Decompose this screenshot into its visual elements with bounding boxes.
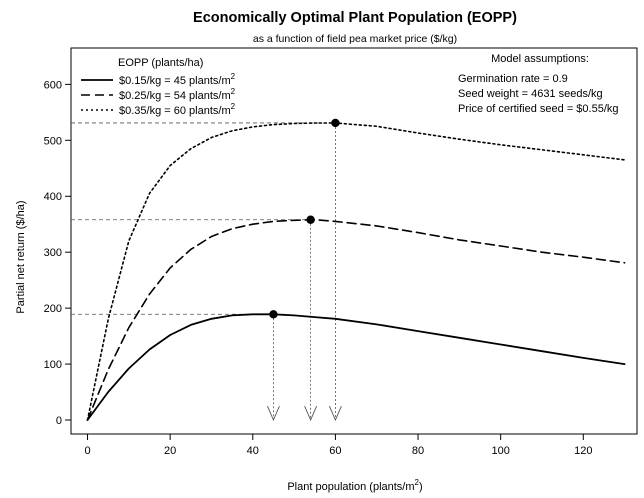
x-axis-title-sup: 2	[415, 478, 420, 487]
x-tick-label: 0	[84, 445, 90, 457]
x-tick-label: 60	[329, 445, 341, 457]
legend-label: $0.25/kg = 54 plants/m2	[119, 87, 236, 102]
y-tick-label: 100	[44, 359, 62, 371]
optimum-points	[269, 118, 340, 319]
assumption-line: Price of certified seed = $0.55/kg	[458, 103, 619, 115]
legend-label-text: $0.25/kg = 54 plants/m	[119, 90, 231, 102]
x-axis-title: Plant population (plants/m2)	[287, 478, 422, 493]
chart-subtitle: as a function of field pea market price …	[253, 33, 457, 45]
y-tick-label: 600	[44, 79, 62, 91]
legend-title: EOPP (plants/ha)	[118, 57, 203, 69]
x-tick-label: 40	[247, 445, 259, 457]
optimum-point	[331, 118, 340, 128]
assumptions-title: Model assumptions:	[491, 53, 589, 65]
y-axis: 0 100 200 300 400 500 600	[44, 79, 71, 427]
legend-label-sup: 2	[231, 102, 236, 111]
y-tick-label: 200	[44, 303, 62, 315]
x-tick-label: 100	[491, 445, 509, 457]
x-axis-title-close: )	[419, 481, 423, 493]
optimum-arrowhead	[328, 405, 342, 422]
y-tick-label: 500	[44, 135, 62, 147]
legend-label-sup: 2	[231, 72, 236, 81]
x-axis-title-text: Plant population (plants/m	[287, 481, 414, 493]
optimum-point	[269, 310, 278, 319]
model-assumptions: Model assumptions: Germination rate = 0.9…	[458, 53, 619, 115]
series-line-dashed	[86, 218, 626, 421]
legend-label-sup: 2	[231, 87, 236, 96]
legend-label-text: $0.15/kg = 45 plants/m	[119, 75, 231, 87]
plot-frame	[70, 47, 638, 435]
legend-label-text: $0.35/kg = 60 plants/m	[119, 105, 231, 117]
optimum-arrowhead	[267, 405, 280, 422]
x-tick-label: 80	[412, 445, 424, 457]
optimum-guides	[71, 122, 342, 422]
optimum-arrowhead	[304, 405, 318, 422]
legend-label: $0.35/kg = 60 plants/m2	[119, 102, 236, 117]
y-tick-label: 400	[44, 191, 62, 203]
y-tick-label: 300	[44, 247, 62, 259]
chart-title: Economically Optimal Plant Population (E…	[193, 10, 517, 26]
assumption-line: Seed weight = 4631 seeds/kg	[458, 88, 603, 100]
assumption-line: Germination rate = 0.9	[458, 73, 568, 85]
x-tick-label: 20	[164, 445, 176, 457]
legend: EOPP (plants/ha)$0.15/kg = 45 plants/m2$…	[81, 57, 236, 117]
legend-label: $0.15/kg = 45 plants/m2	[119, 72, 236, 87]
y-tick-label: 0	[56, 415, 62, 427]
series-line-solid	[86, 313, 626, 421]
series-layer	[86, 122, 626, 421]
y-axis-title: Partial net return ($/ha)	[15, 200, 27, 313]
x-axis: 0 20 40 60 80 100 120	[84, 434, 592, 457]
x-tick-label: 120	[574, 445, 592, 457]
optimum-point	[306, 215, 315, 224]
series-line-dotted	[86, 122, 626, 421]
